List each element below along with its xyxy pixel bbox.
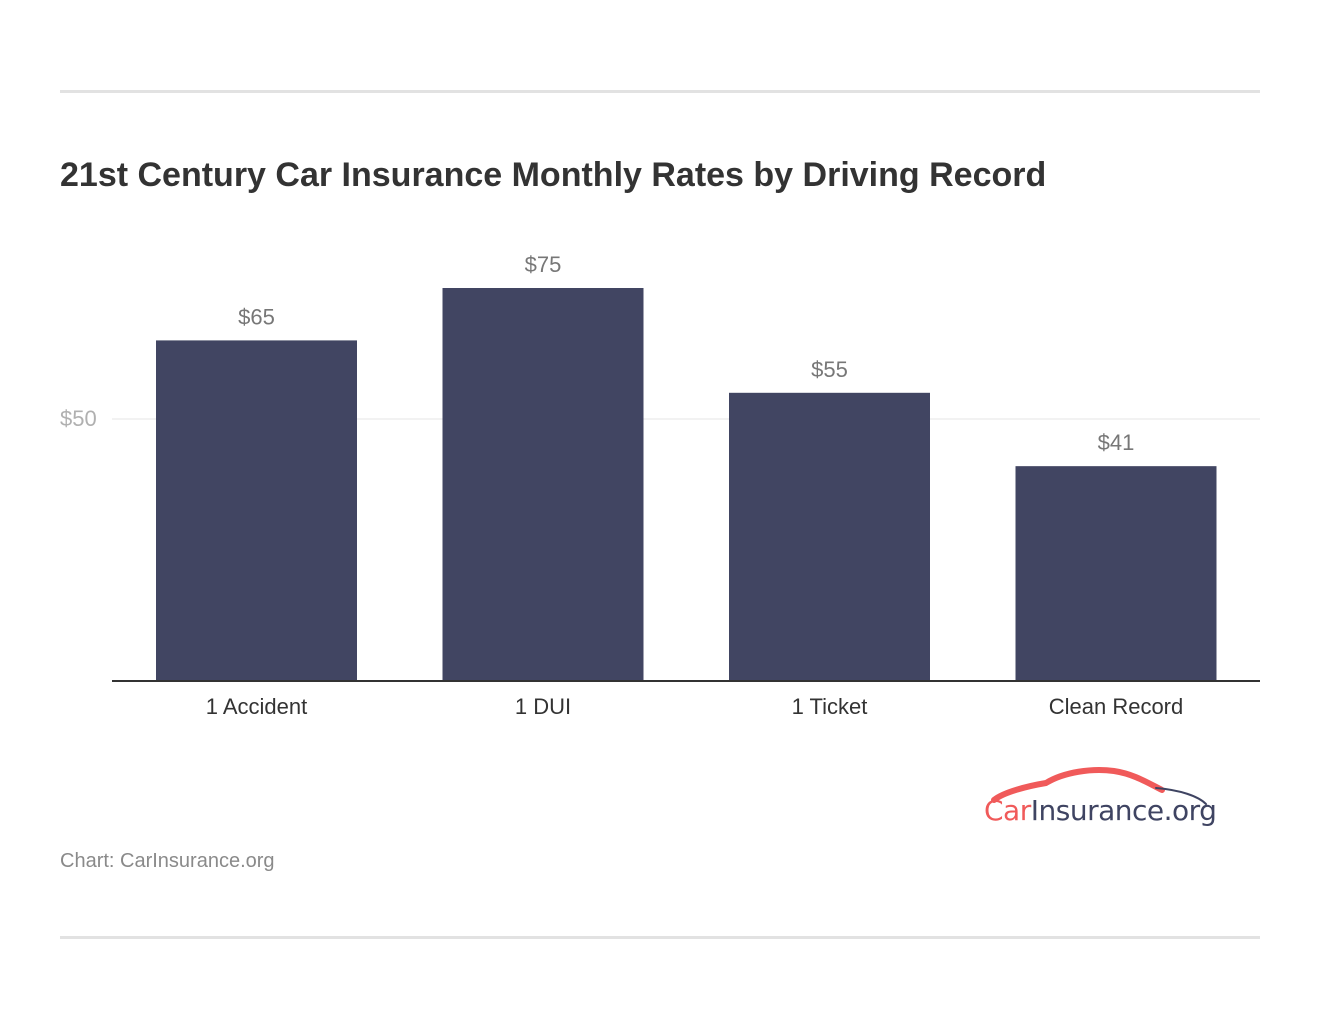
top-divider [60, 90, 1260, 93]
bottom-divider [60, 936, 1260, 939]
car-outline-icon [991, 767, 1207, 805]
chart-source: Chart: CarInsurance.org [60, 850, 275, 872]
bar [156, 340, 357, 681]
logo-car-part: Car [984, 794, 1031, 827]
chart-title: 21st Century Car Insurance Monthly Rates… [60, 156, 1047, 194]
bar-value-label: $41 [1098, 430, 1135, 455]
labels: $50 $65 1 Accident $75 1 DUI $55 1 Ticket $41 Cl… [60, 252, 1183, 719]
x-tick-label: 1 Accident [206, 694, 308, 719]
bars [156, 288, 1217, 681]
x-tick-label: 1 Ticket [792, 694, 868, 719]
logo-rest-part: Insurance.org [1030, 794, 1217, 827]
x-tick-label: Clean Record [1049, 694, 1184, 719]
logo-wordmark: CarInsurance.org [984, 794, 1217, 827]
bar [442, 288, 644, 681]
bar-value-label: $55 [811, 357, 848, 382]
bar [1015, 466, 1217, 681]
x-tick-label: 1 DUI [515, 694, 571, 719]
carinsurance-logo: CarInsurance.org [980, 766, 1225, 836]
bar-value-label: $65 [238, 304, 275, 329]
y-tick-label: $50 [60, 406, 97, 431]
bar [729, 392, 930, 681]
bar-value-label: $75 [525, 252, 562, 277]
